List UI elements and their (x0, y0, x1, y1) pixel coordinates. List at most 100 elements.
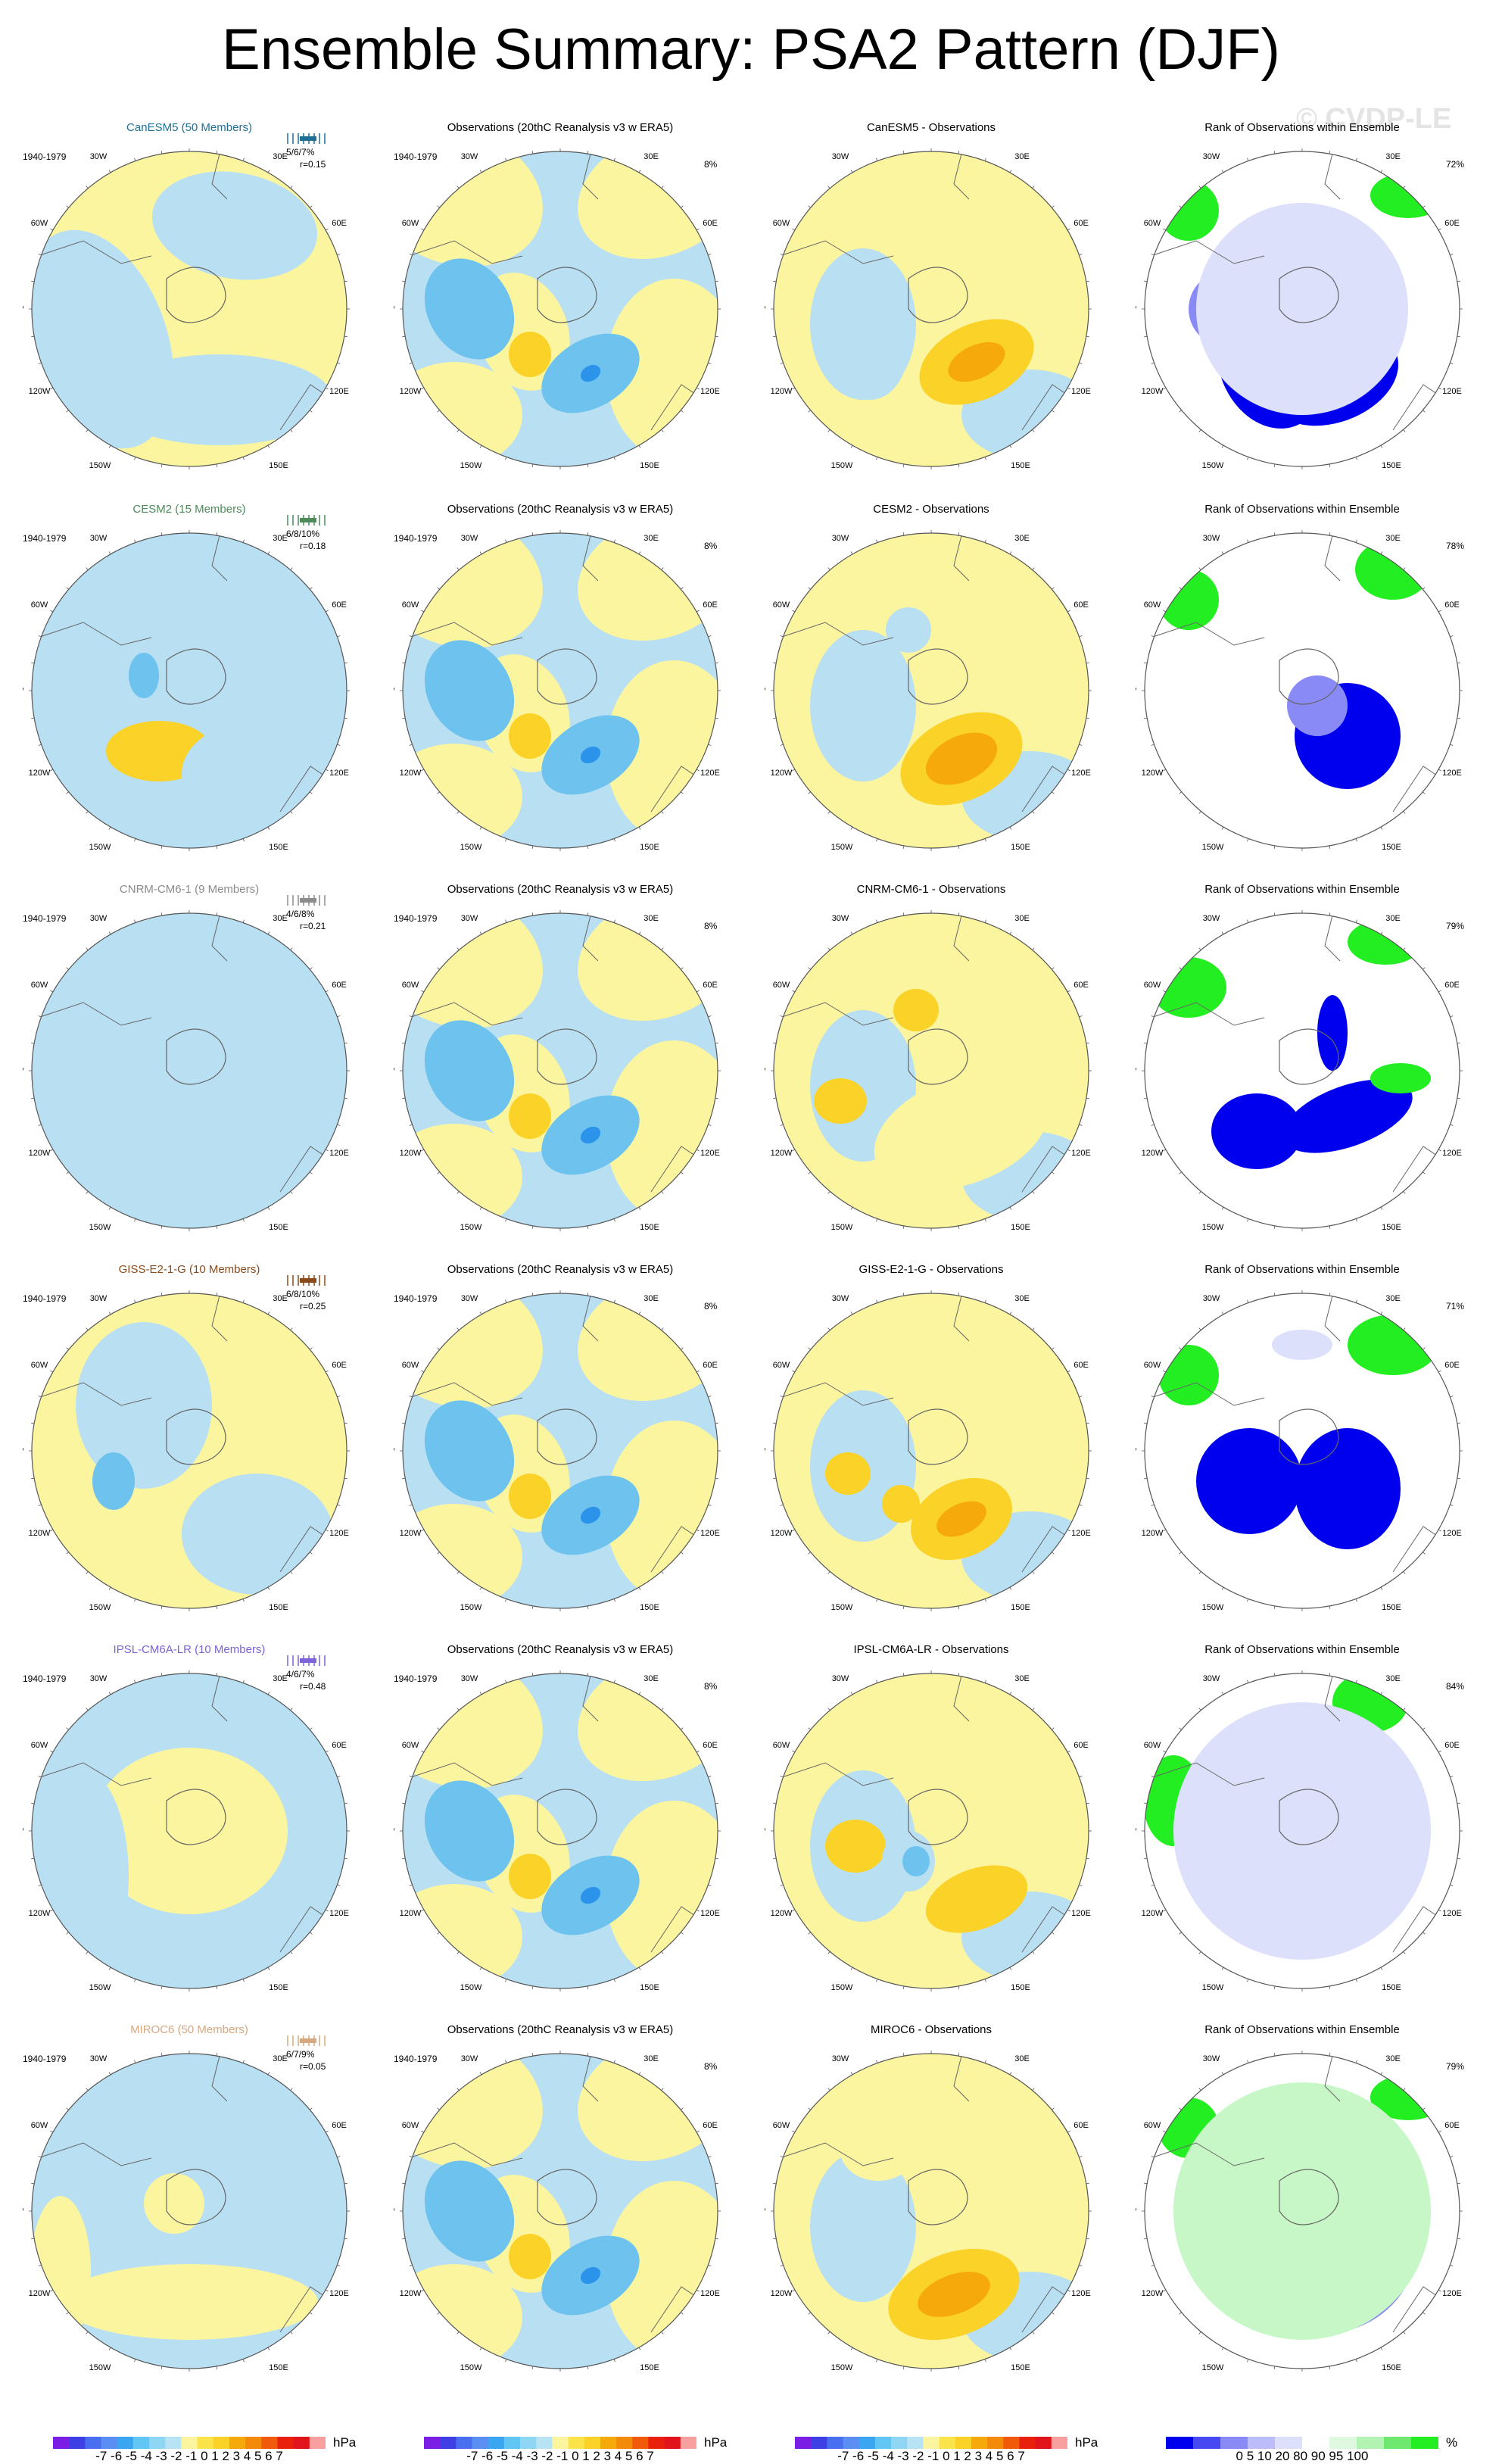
longitude-label: 30E (1014, 1294, 1030, 1303)
map-tick (1329, 845, 1331, 849)
map-tick (531, 151, 534, 154)
longitude-label: 150E (1011, 843, 1030, 852)
observations-title: Observations (20thC Reanalysis v3 w ERA5… (447, 1643, 674, 1656)
map-tick (437, 205, 440, 208)
rank-percent: 79% (1446, 2061, 1465, 2072)
map-tick (661, 2088, 664, 2091)
map-tick (792, 1529, 796, 1532)
map-tick (1163, 1529, 1167, 1532)
map-tick (1450, 1015, 1454, 1018)
map-tick (1403, 1571, 1406, 1574)
map-tick (958, 1985, 960, 1989)
longitude-label: 120E (700, 769, 720, 778)
map-tick (1380, 2072, 1383, 2076)
longitude-label: 0 (1300, 2044, 1304, 2045)
antarctica-coastline (908, 1408, 968, 1465)
longitude-label: 90W (1136, 305, 1137, 314)
map-tick (808, 1727, 811, 1730)
map-tick (958, 532, 960, 536)
colorbar-swatch (923, 2437, 940, 2449)
map-tick (715, 1097, 718, 1099)
longitude-label: 0 (558, 524, 562, 525)
rank-map: 018090W90E30W60W30E60E120W150W120E150E (1136, 524, 1463, 852)
map-tick (325, 2130, 329, 2133)
map-tick (1144, 2182, 1148, 2185)
longitude-label: 90W (394, 687, 395, 696)
map-tick (773, 1097, 777, 1099)
map-tick (1179, 410, 1182, 413)
map-tick (638, 1312, 641, 1315)
map-tick (792, 1370, 796, 1373)
pattern-contour (825, 1820, 886, 1873)
pattern-contour (925, 732, 998, 785)
longitude-label: 120W (1142, 769, 1164, 778)
longitude-label: 60E (1444, 2121, 1460, 2130)
map-tick (267, 2072, 270, 2076)
longitude-label: 150W (831, 1603, 853, 1612)
south-america-coastline (37, 1002, 152, 1026)
south-america-coastline (37, 2142, 152, 2166)
map-tick (1450, 1124, 1454, 1126)
pattern-stats: 5/6/7% (286, 147, 315, 158)
map-tick (1079, 744, 1083, 746)
map-tick (1355, 539, 1357, 543)
map-tick (587, 1293, 589, 1296)
map-tick (1247, 1598, 1249, 1602)
map-tick (344, 1477, 347, 1480)
map-tick (1032, 1327, 1035, 1330)
map-tick (108, 826, 111, 830)
map-tick (409, 744, 413, 746)
map-tick (1009, 1692, 1012, 1695)
observations-panel: Observations (20thC Reanalysis v3 w ERA5… (394, 1263, 727, 1616)
map-tick (1198, 2088, 1201, 2091)
map-tick (267, 1206, 270, 1210)
period-label: 1940-1979 (394, 151, 438, 162)
map-tick (1009, 170, 1012, 173)
longitude-label: 150W (831, 2363, 853, 2372)
colorbar-swatch (293, 2437, 310, 2449)
map-tick (638, 1586, 641, 1590)
map-tick (876, 2060, 878, 2063)
map-tick (638, 1967, 641, 1970)
map-tick (38, 744, 42, 746)
map-tick (1179, 2107, 1182, 2110)
antarctica-coastline (537, 1789, 597, 1845)
longitude-label: 150W (831, 843, 853, 852)
colorbar-swatch (907, 2437, 924, 2449)
map-tick (1438, 1370, 1441, 1373)
map-tick (1380, 931, 1383, 935)
map-tick (681, 1932, 684, 1935)
longitude-label: 150W (1202, 461, 1224, 470)
longitude-label: 120W (29, 1149, 51, 1158)
longitude-label: 0 (929, 524, 933, 525)
map-tick (1380, 170, 1383, 173)
map-tick (344, 1857, 347, 1860)
rank-panel: Rank of Observations within Ensemble 71%… (1136, 1263, 1469, 1616)
model-title: CNRM-CM6-1 (9 Members) (119, 883, 260, 896)
pattern-stats: 4/6/8% (286, 909, 315, 919)
longitude-label: 150W (831, 1223, 853, 1232)
map-tick (1247, 158, 1249, 161)
map-tick (479, 1312, 482, 1315)
map-tick (1032, 947, 1035, 950)
colorbar-unit: % (1446, 2435, 1458, 2450)
colorbar-swatch (1275, 2437, 1303, 2449)
map-tick (1438, 1529, 1441, 1532)
map-tick (242, 919, 245, 923)
map-tick (108, 1692, 111, 1695)
map-tick (984, 1598, 986, 1602)
map-tick (876, 1680, 878, 1683)
map-tick (1221, 2347, 1224, 2350)
pattern-contour (424, 1020, 515, 1121)
colorbar-swatch (520, 2437, 537, 2449)
map-tick (1247, 457, 1249, 460)
antarctica-coastline (908, 267, 968, 323)
observations-panel: Observations (20thC Reanalysis v3 w ERA5… (394, 503, 727, 856)
model-pattern-map: 018090W90E30W60W30E60E120W150W120E150E (23, 1284, 350, 1612)
map-tick (66, 967, 69, 970)
longitude-label: 120W (29, 387, 51, 396)
map-tick (613, 1979, 615, 1982)
longitude-label: 120W (1142, 1149, 1164, 1158)
longitude-label: 120E (329, 2289, 349, 2298)
map-tick (984, 1979, 986, 1982)
